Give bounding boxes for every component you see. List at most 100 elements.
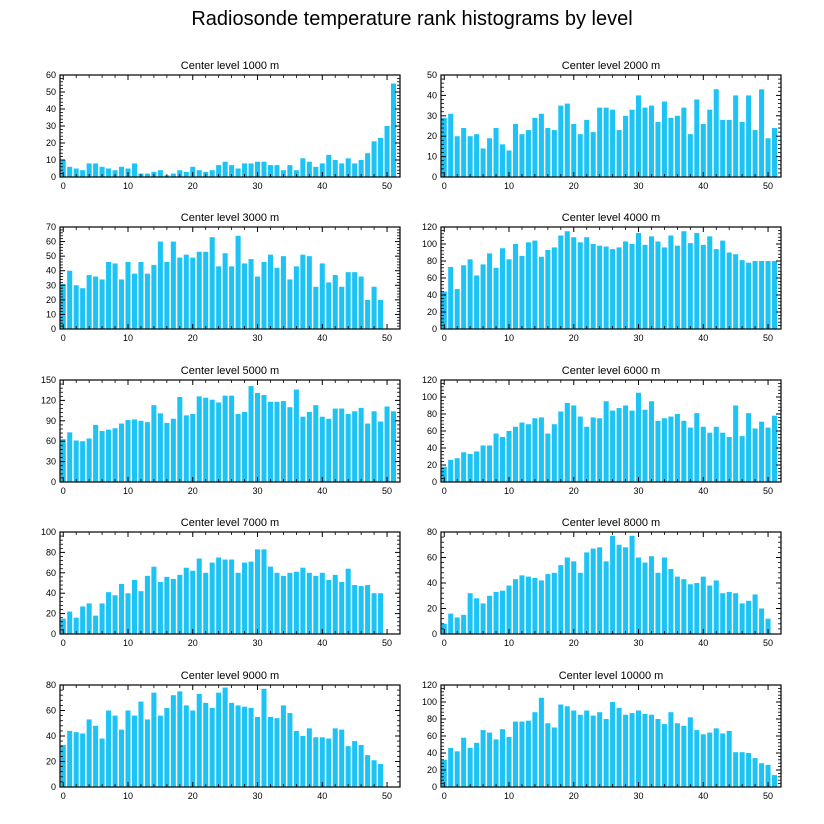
histogram-bar	[538, 580, 544, 634]
histogram-bar	[512, 123, 519, 177]
histogram-bar	[545, 249, 551, 329]
histogram-bar	[332, 160, 338, 177]
histogram-bar	[441, 623, 447, 634]
histogram-bar	[545, 723, 551, 787]
y-tick-label: 10	[46, 309, 56, 319]
y-tick-label: 20	[46, 295, 56, 305]
histogram-bar	[300, 416, 306, 482]
histogram-bar	[480, 445, 486, 482]
histogram-bar	[629, 410, 635, 482]
x-tick-label: 30	[634, 638, 644, 648]
histogram-bar	[694, 730, 700, 787]
histogram-bar	[293, 730, 299, 787]
y-tick-label: 60	[46, 237, 56, 247]
x-tick-label: 40	[698, 486, 708, 496]
histogram-bar	[345, 568, 351, 634]
y-tick-label: 40	[427, 90, 437, 100]
panel-title: Center level 1000 m	[181, 60, 279, 72]
histogram-bar	[125, 710, 131, 787]
plot-frame	[59, 226, 401, 330]
histogram-bar	[384, 126, 390, 177]
histogram-bar	[610, 249, 616, 329]
y-tick-label: 80	[427, 714, 437, 724]
histogram-bar	[151, 405, 157, 482]
histogram-bar	[358, 586, 364, 634]
histogram-bar	[635, 392, 642, 482]
histogram-bar	[93, 276, 99, 329]
histogram-bar	[713, 426, 719, 482]
histogram-bar	[118, 423, 125, 482]
histogram-panel-9: Center level 9000 m 0 20 40 60 80 0 10 20 30 40 50	[46, 670, 401, 801]
histogram-bar	[73, 440, 79, 482]
histogram-bar	[229, 395, 235, 482]
y-tick-label: 40	[427, 443, 437, 453]
histogram-bar	[209, 170, 215, 177]
histogram-bar	[681, 420, 687, 482]
histogram-bar	[177, 170, 183, 177]
histogram-bar	[700, 734, 706, 787]
histogram-panel-7: Center level 7000 m 0 20 40 60 80 100 0 10 20 30 40…	[41, 517, 401, 648]
histogram-bar	[144, 422, 150, 482]
histogram-bar	[118, 584, 125, 634]
histogram-bar	[487, 253, 493, 329]
x-tick-label: 20	[569, 333, 579, 343]
histogram-bar	[610, 702, 616, 787]
histogram-bar	[280, 401, 286, 482]
histogram-bar	[512, 426, 519, 482]
histogram-bar	[177, 574, 183, 634]
histogram-bar	[623, 405, 629, 482]
y-tick-label: 10	[427, 152, 437, 162]
histogram-bar	[551, 247, 557, 329]
histogram-bar	[687, 243, 693, 329]
histogram-bar	[358, 407, 364, 482]
histogram-bar	[674, 414, 680, 482]
histogram-bar	[203, 397, 209, 482]
histogram-bar	[170, 695, 176, 787]
histogram-bar	[222, 253, 228, 329]
histogram-bar	[519, 255, 525, 329]
panel-title: Center level 7000 m	[181, 517, 279, 529]
y-tick-label: 0	[51, 629, 56, 639]
histogram-bar	[558, 704, 564, 787]
histogram-bar	[635, 710, 642, 787]
histogram-bar	[300, 254, 306, 329]
histogram-bar	[487, 445, 493, 482]
histogram-bar	[60, 283, 66, 329]
histogram-bar	[118, 729, 125, 787]
histogram-bar	[287, 279, 293, 329]
histogram-bar	[519, 134, 525, 177]
histogram-bar	[726, 730, 732, 787]
y-tick-label: 30	[46, 280, 56, 290]
histogram-bar	[733, 752, 739, 787]
histogram-bar	[183, 254, 189, 329]
histogram-bar	[378, 764, 384, 787]
histogram-bar	[319, 737, 325, 787]
histogram-bar	[248, 561, 254, 634]
histogram-bar	[80, 441, 86, 482]
histogram-bar	[506, 150, 512, 177]
histogram-bar	[183, 171, 189, 177]
x-tick-label: 10	[123, 638, 133, 648]
histogram-bar	[584, 237, 590, 329]
histogram-bar	[454, 289, 460, 329]
histogram-bar	[306, 572, 312, 634]
histogram-bar	[487, 732, 493, 787]
histogram-bar	[499, 144, 506, 177]
histogram-bar	[183, 705, 189, 787]
histogram-bar	[339, 729, 345, 787]
histogram-bar	[635, 557, 642, 634]
histogram-bar	[467, 136, 473, 177]
histogram-bar	[558, 105, 564, 177]
y-tick-label: 80	[46, 547, 56, 557]
y-tick-label: 20	[46, 609, 56, 619]
histogram-bar	[577, 572, 583, 634]
histogram-bar	[371, 760, 377, 787]
histogram-bar	[93, 163, 99, 177]
histogram-bar	[461, 128, 467, 177]
x-tick-label: 50	[382, 333, 392, 343]
histogram-bar	[280, 575, 286, 634]
histogram-bar	[733, 405, 739, 482]
histogram-bar	[131, 579, 138, 634]
histogram-bar	[564, 402, 570, 482]
